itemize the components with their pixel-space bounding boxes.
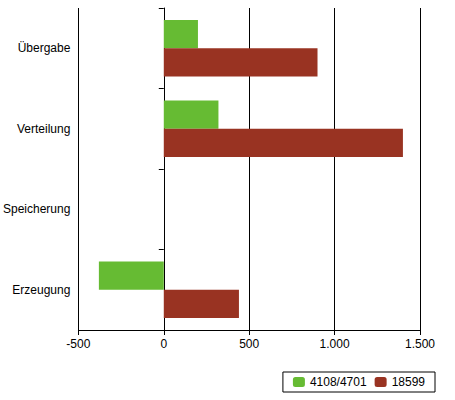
svg-text:Erzeugung: Erzeugung (12, 283, 70, 297)
svg-text:1.000: 1.000 (320, 337, 350, 351)
svg-text:4108/4701: 4108/4701 (310, 375, 367, 389)
svg-text:-500: -500 (66, 337, 90, 351)
svg-text:Speicherung: Speicherung (3, 202, 70, 216)
svg-text:18599: 18599 (392, 375, 426, 389)
svg-text:1.500: 1.500 (405, 337, 435, 351)
svg-text:Übergabe: Übergabe (18, 41, 71, 55)
svg-text:500: 500 (239, 337, 259, 351)
svg-text:Verteilung: Verteilung (17, 122, 70, 136)
svg-text:0: 0 (160, 337, 167, 351)
